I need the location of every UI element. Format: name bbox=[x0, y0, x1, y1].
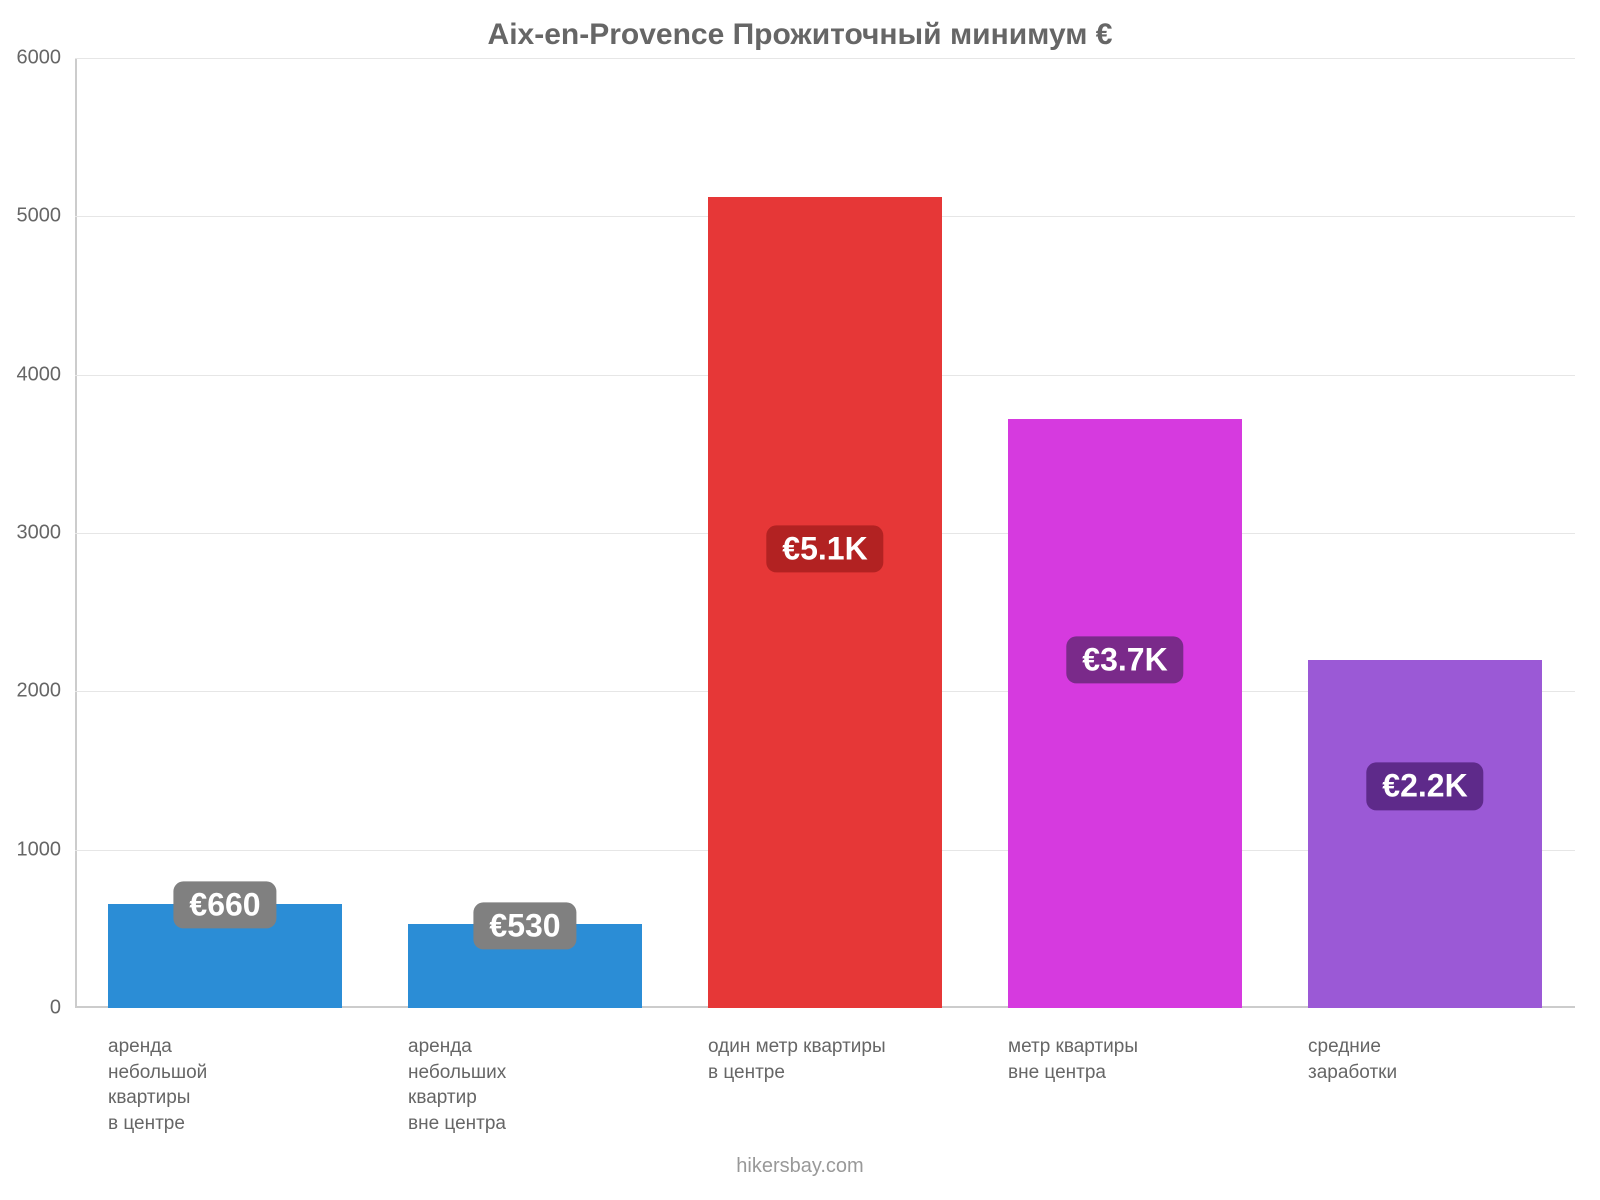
chart-title: Aix-en-Provence Прожиточный минимум € bbox=[0, 18, 1600, 52]
bar bbox=[708, 197, 942, 1008]
gridline bbox=[75, 58, 1575, 59]
y-tick-label: 0 bbox=[50, 997, 75, 1020]
bar-value-badge: €5.1K bbox=[766, 525, 883, 572]
bar-value-badge: €3.7K bbox=[1066, 636, 1183, 683]
bar-value-badge: €2.2K bbox=[1366, 763, 1483, 810]
y-tick-label: 2000 bbox=[17, 680, 76, 703]
bar bbox=[1308, 660, 1542, 1008]
plot-area: 0100020003000400050006000€660аренда небо… bbox=[75, 58, 1575, 1008]
x-category-label: метр квартиры вне центра bbox=[1008, 1034, 1242, 1085]
y-tick-label: 1000 bbox=[17, 838, 76, 861]
bar bbox=[1008, 419, 1242, 1008]
x-category-label: аренда небольших квартир вне центра bbox=[408, 1034, 642, 1137]
y-tick-label: 6000 bbox=[17, 47, 76, 70]
bar-value-badge: €660 bbox=[173, 881, 276, 928]
cost-of-living-chart: Aix-en-Provence Прожиточный минимум € 01… bbox=[0, 0, 1600, 1200]
y-tick-label: 3000 bbox=[17, 522, 76, 545]
x-category-label: средние заработки bbox=[1308, 1034, 1542, 1085]
attribution: hikersbay.com bbox=[0, 1155, 1600, 1178]
bar-value-badge: €530 bbox=[473, 902, 576, 949]
y-tick-label: 4000 bbox=[17, 363, 76, 386]
x-category-label: аренда небольшой квартиры в центре bbox=[108, 1034, 342, 1137]
y-tick-label: 5000 bbox=[17, 205, 76, 228]
x-category-label: один метр квартиры в центре bbox=[708, 1034, 942, 1085]
